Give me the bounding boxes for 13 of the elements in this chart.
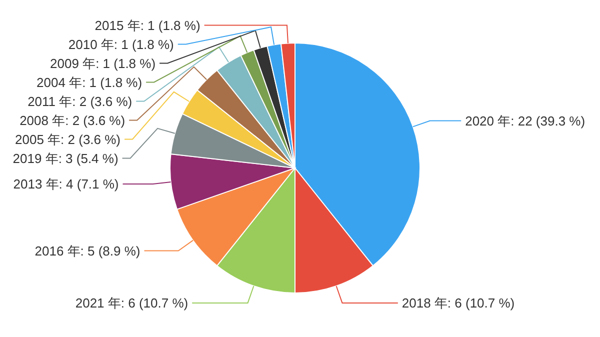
slice-label: 2020 年: 22 (39.3 %) [465,113,586,128]
slice-label: 2009 年: 1 (1.8 %) [50,56,156,71]
slice-label: 2016 年: 5 (8.9 %) [34,243,140,258]
slice-label: 2008 年: 2 (3.6 %) [20,112,126,128]
slice-label: 2015 年: 1 (1.8 %) [94,18,200,33]
slice-label: 2013 年: 4 (7.1 %) [13,176,119,192]
slice-label: 2018 年: 6 (10.7 %) [402,296,515,311]
slice-label: 2021 年: 6 (10.7 %) [75,296,188,311]
slice-label: 2019 年: 3 (5.4 %) [12,150,118,166]
slice-label: 2010 年: 1 (1.8 %) [68,36,174,52]
slice-label: 2011 年: 2 (3.6 %) [28,94,132,109]
slice-label: 2005 年: 2 (3.6 %) [15,132,121,147]
slice-label: 2004 年: 1 (1.8 %) [36,74,142,90]
